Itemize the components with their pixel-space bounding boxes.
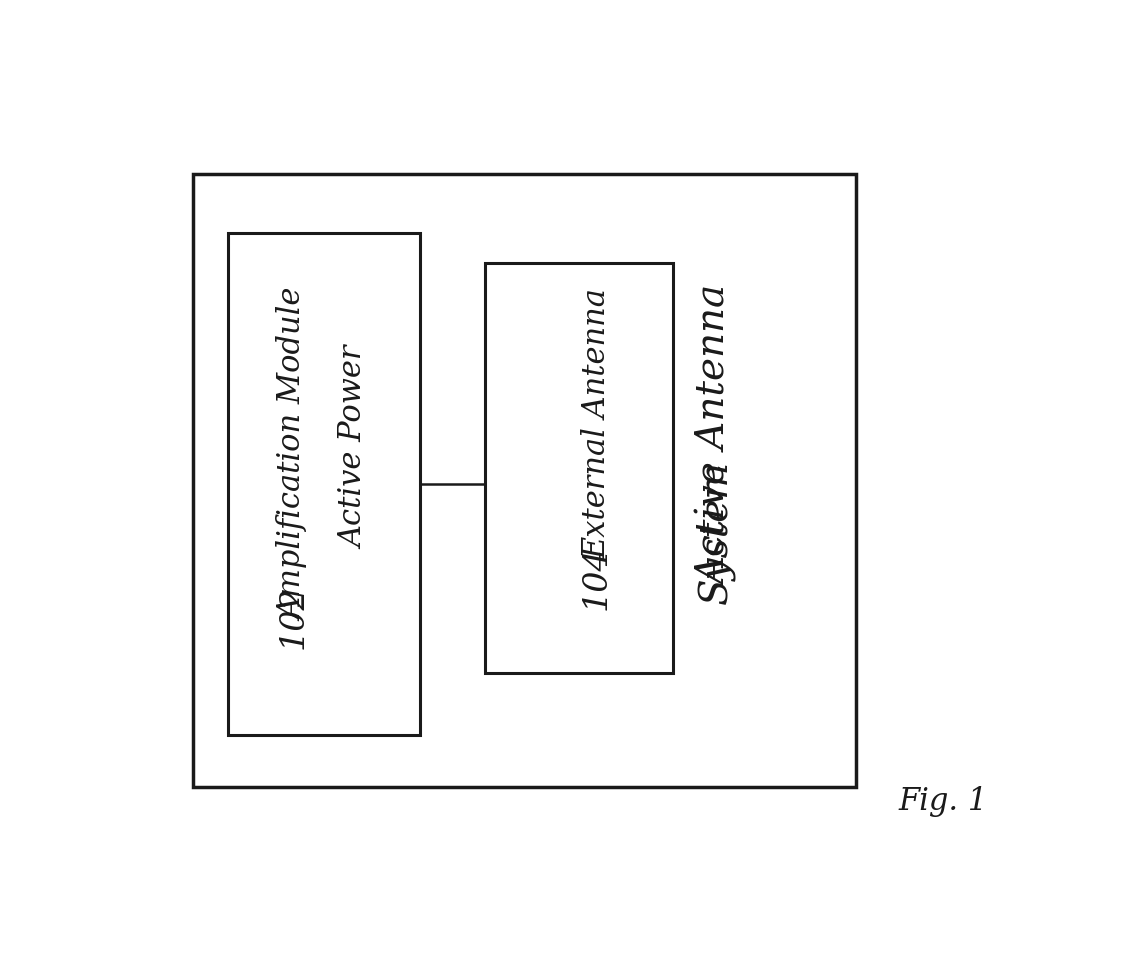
Text: External Antenna: External Antenna	[581, 288, 613, 559]
Bar	[194, 175, 856, 787]
Text: 104: 104	[581, 547, 613, 610]
Text: System: System	[698, 460, 735, 604]
Text: 102: 102	[277, 585, 310, 649]
Text: Active Power: Active Power	[339, 346, 370, 549]
Text: Amplification Module: Amplification Module	[278, 289, 309, 620]
Bar	[227, 233, 420, 736]
Bar	[485, 263, 673, 672]
Text: Fig. 1: Fig. 1	[899, 786, 989, 817]
Text: Active Antenna: Active Antenna	[698, 286, 735, 586]
